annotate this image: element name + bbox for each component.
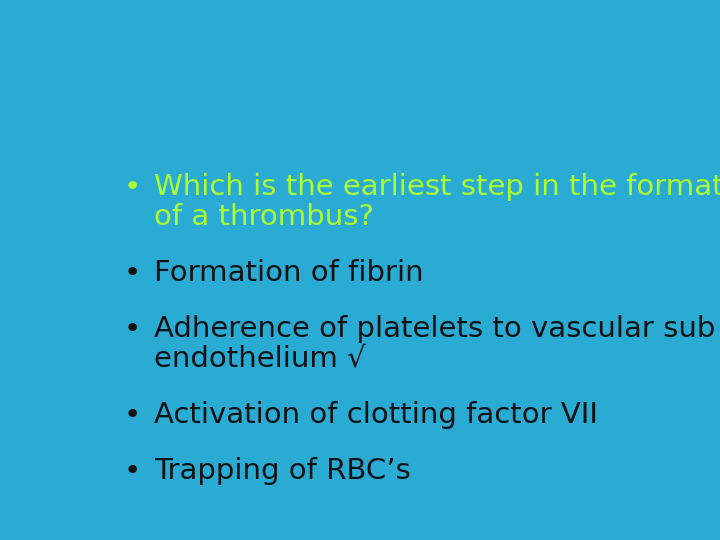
Text: endothelium √: endothelium √ bbox=[154, 345, 366, 373]
Text: •: • bbox=[124, 457, 140, 485]
Text: Activation of clotting factor VII: Activation of clotting factor VII bbox=[154, 401, 598, 429]
Text: Trapping of RBC’s: Trapping of RBC’s bbox=[154, 457, 411, 485]
Text: Which is the earliest step in the formation: Which is the earliest step in the format… bbox=[154, 173, 720, 201]
Text: Adherence of platelets to vascular sub: Adherence of platelets to vascular sub bbox=[154, 315, 716, 343]
Text: •: • bbox=[124, 315, 140, 343]
Text: Formation of fibrin: Formation of fibrin bbox=[154, 259, 424, 287]
Text: •: • bbox=[124, 173, 140, 201]
Text: •: • bbox=[124, 259, 140, 287]
Text: •: • bbox=[124, 401, 140, 429]
Text: of a thrombus?: of a thrombus? bbox=[154, 203, 374, 231]
